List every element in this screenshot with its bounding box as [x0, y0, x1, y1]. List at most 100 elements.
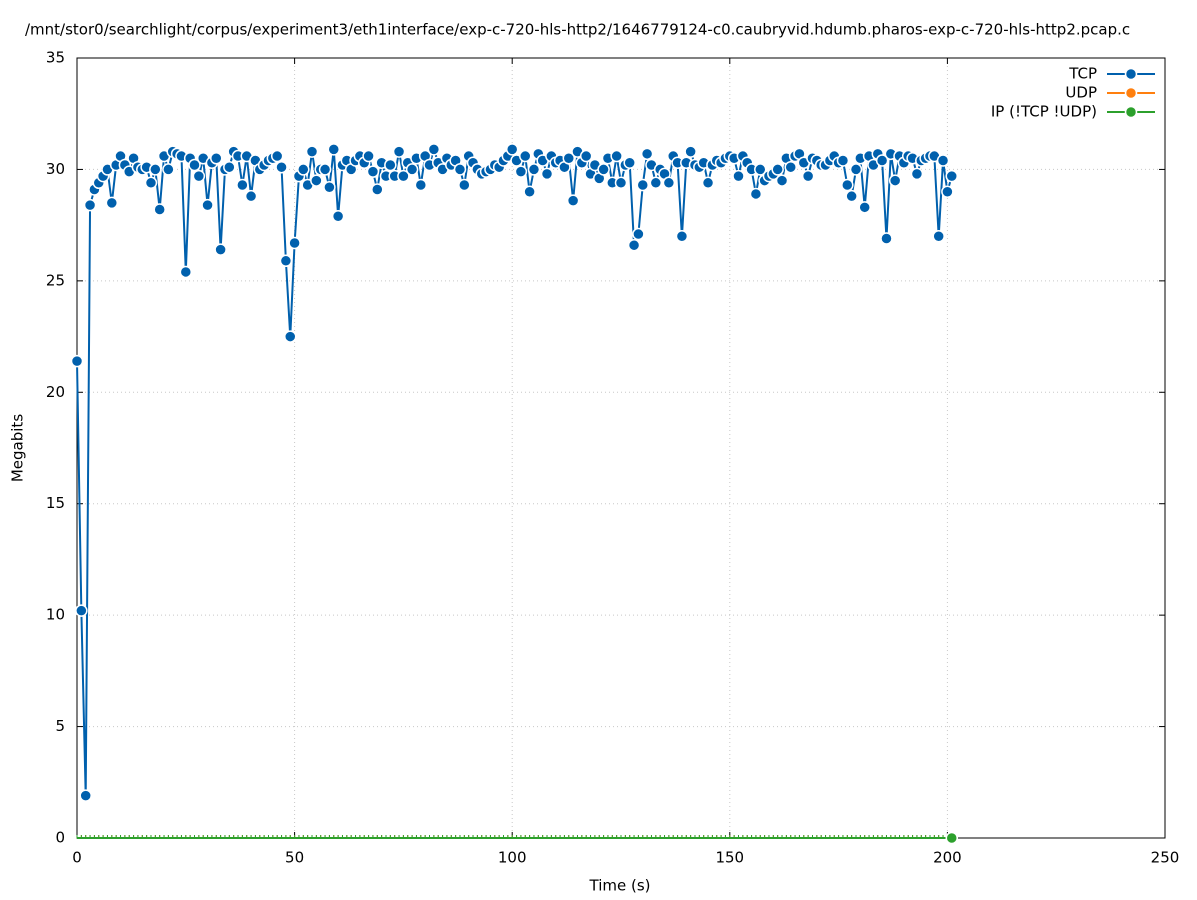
- data-point: [427, 143, 441, 156]
- data-point: [323, 181, 336, 194]
- x-tick-label: 150: [715, 849, 744, 867]
- y-tick-label: 15: [46, 494, 65, 512]
- data-point: [414, 178, 428, 192]
- data-point: [397, 169, 410, 183]
- series-line: [76, 145, 953, 796]
- data-point: [70, 354, 84, 368]
- data-point: [153, 203, 166, 216]
- y-tick-label: 25: [46, 271, 65, 289]
- data-point: [83, 198, 97, 212]
- data-point: [754, 163, 767, 176]
- data-point: [841, 178, 854, 192]
- data-point: [283, 330, 297, 343]
- data-point: [623, 156, 636, 169]
- data-point: [279, 254, 293, 268]
- data-point: [371, 183, 384, 196]
- data-point: [105, 196, 119, 210]
- data-point: [941, 185, 954, 198]
- data-point: [214, 243, 227, 256]
- y-tick-label: 20: [46, 383, 65, 401]
- x-tick-label: 200: [933, 849, 962, 867]
- data-point: [162, 163, 175, 176]
- data-point: [675, 230, 689, 243]
- chart-title: /mnt/stor0/searchlight/corpus/experiment…: [25, 21, 1130, 39]
- legend-label: UDP: [1065, 84, 1097, 102]
- legend-swatch: [1124, 105, 1138, 119]
- data-point: [562, 152, 576, 165]
- data-point: [597, 163, 610, 176]
- data-point: [519, 149, 532, 163]
- y-tick-label: 10: [46, 606, 65, 624]
- legend-swatch: [1124, 86, 1138, 100]
- data-point: [179, 265, 193, 279]
- data-point: [523, 185, 536, 198]
- data-point: [579, 149, 593, 163]
- y-tick-label: 35: [46, 49, 65, 67]
- data-point: [223, 160, 236, 174]
- data-point: [849, 163, 863, 176]
- series: [76, 831, 959, 845]
- data-point: [505, 143, 519, 156]
- data-point: [79, 789, 92, 802]
- x-tick-label: 50: [285, 849, 304, 867]
- legend-label: TCP: [1068, 65, 1097, 83]
- data-point: [201, 198, 214, 212]
- data-point: [540, 167, 554, 181]
- data-point: [936, 154, 950, 167]
- data-point: [75, 604, 88, 617]
- data-point: [649, 176, 663, 190]
- legend-swatch: [1124, 67, 1138, 81]
- data-point: [858, 201, 871, 214]
- data-point: [610, 149, 623, 163]
- data-point: [801, 169, 815, 183]
- data-point: [945, 169, 959, 183]
- data-point: [210, 152, 223, 165]
- data-point: [845, 189, 858, 203]
- x-axis-label: Time (s): [589, 877, 651, 895]
- data-point: [275, 160, 288, 174]
- data-point: [632, 227, 645, 241]
- y-tick-label: 0: [55, 829, 65, 847]
- data-point: [732, 169, 745, 183]
- data-point: [144, 176, 158, 190]
- data-point: [327, 143, 341, 156]
- data-point: [614, 176, 628, 190]
- data-point: [880, 232, 893, 245]
- data-point: [149, 163, 162, 176]
- data-point: [297, 163, 310, 176]
- x-tick-label: 0: [72, 849, 82, 867]
- y-tick-label: 30: [46, 160, 65, 178]
- legend-label: IP (!TCP !UDP): [991, 103, 1097, 121]
- data-point: [836, 154, 850, 167]
- data-point: [627, 238, 641, 252]
- data-point: [405, 163, 419, 176]
- data-point: [684, 145, 697, 158]
- data-point: [384, 158, 397, 172]
- x-tick-label: 250: [1151, 849, 1180, 867]
- data-point: [636, 178, 650, 192]
- data-point: [640, 147, 654, 161]
- data-point: [305, 145, 319, 158]
- data-point: [244, 189, 258, 203]
- data-point: [192, 169, 206, 183]
- data-point: [331, 209, 345, 223]
- data-point: [236, 178, 249, 192]
- data-point: [662, 176, 676, 190]
- data-point: [527, 163, 541, 176]
- x-tick-label: 100: [498, 849, 527, 867]
- data-point: [945, 831, 959, 845]
- data-point: [362, 149, 375, 163]
- data-point: [188, 158, 201, 172]
- data-point: [910, 167, 924, 181]
- data-point: [310, 174, 323, 187]
- data-point: [514, 165, 528, 178]
- data-point: [392, 145, 406, 158]
- y-axis-label: Megabits: [9, 414, 27, 482]
- data-point: [270, 149, 284, 163]
- data-point: [784, 160, 797, 174]
- data-point: [366, 165, 380, 178]
- data-point: [458, 178, 471, 192]
- data-point: [749, 187, 763, 201]
